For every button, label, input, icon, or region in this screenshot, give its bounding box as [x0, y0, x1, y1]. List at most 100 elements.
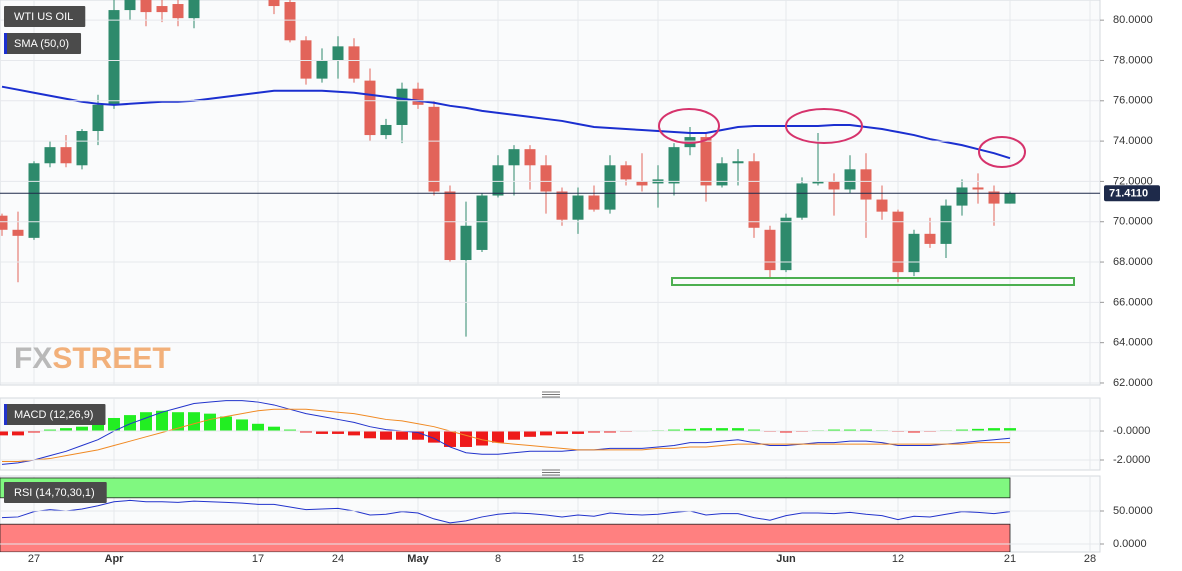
annotations [658, 108, 1075, 286]
histogram-bar [364, 431, 376, 439]
panel-handle[interactable] [542, 469, 560, 476]
legend-box-bg [4, 6, 86, 27]
histogram-bar [300, 431, 312, 433]
annotation-circle [785, 108, 863, 144]
y-tick-label: 72.0000 [1113, 175, 1153, 187]
candle-body [28, 163, 40, 238]
candle-body [636, 181, 648, 186]
histogram-bar [540, 431, 552, 436]
watermark: FXSTREET [14, 342, 171, 375]
histogram-bar [1004, 428, 1016, 432]
candle-body [988, 191, 1000, 204]
histogram-bar [220, 416, 232, 432]
candle-body [780, 217, 792, 271]
candle-body [828, 181, 840, 190]
histogram-bar [44, 429, 56, 432]
candle-body [268, 0, 280, 7]
annotation-circle [978, 136, 1026, 168]
series-line [2, 408, 1010, 462]
candle-body [972, 187, 984, 190]
legend-box-bg [4, 482, 107, 503]
y-tick-label: 78.0000 [1113, 54, 1153, 66]
y-tick-label: 70.0000 [1113, 216, 1153, 228]
histogram-bar [12, 431, 24, 436]
candle-body [12, 229, 24, 236]
histogram-bar [60, 428, 72, 432]
histogram-bar [844, 429, 856, 432]
histogram-bar [284, 429, 296, 432]
x-tick-label: Apr [105, 553, 125, 565]
candle-body [668, 147, 680, 184]
histogram-bar [860, 429, 872, 432]
y-tick-label: 76.0000 [1113, 95, 1153, 107]
candle-body [300, 40, 312, 79]
candle-body [380, 124, 392, 136]
candle-body [924, 233, 936, 244]
histogram-bar [332, 431, 344, 434]
candle-body [284, 2, 296, 41]
histogram-bar [108, 417, 120, 432]
candle-body [604, 165, 616, 210]
histogram-bar [988, 428, 1000, 432]
legend-label: RSI (14,70,30,1) [14, 487, 95, 499]
candle-body [716, 163, 728, 186]
legend-label: SMA (50,0) [14, 38, 69, 50]
candle-body [508, 149, 520, 166]
histogram-bar [76, 426, 88, 432]
candle-body [748, 161, 760, 228]
histogram-bar [124, 415, 136, 432]
histogram-bar [188, 412, 200, 432]
candle-body [0, 215, 8, 230]
candle-body [844, 169, 856, 190]
candle-body [364, 80, 376, 136]
x-tick-label: 8 [495, 553, 501, 565]
candle-body [908, 233, 920, 273]
x-tick-label: 17 [252, 553, 264, 565]
candle-body [732, 161, 744, 164]
x-tick-label: 22 [652, 553, 664, 565]
support-zone [671, 277, 1075, 286]
panel-handle[interactable] [542, 391, 560, 398]
y-tick-label: 64.0000 [1113, 337, 1153, 349]
candle-body [188, 0, 200, 19]
annotation-circle [658, 108, 720, 144]
histogram-bar [492, 431, 504, 443]
watermark-part: STREET [52, 342, 170, 375]
candle-body [44, 147, 56, 164]
y-tick-label: 74.0000 [1113, 135, 1153, 147]
histogram-bar [140, 412, 152, 432]
histogram-bar [684, 428, 696, 432]
x-tick-label: 21 [1004, 553, 1016, 565]
histogram-bar [268, 426, 280, 432]
candle-body [428, 106, 440, 192]
histogram-bar [972, 428, 984, 432]
x-tick-label: 15 [572, 553, 584, 565]
candle-body [140, 0, 152, 13]
histogram-bar [396, 431, 408, 440]
y-tick-label: 66.0000 [1113, 296, 1153, 308]
y-tick-label: 50.0000 [1113, 505, 1153, 517]
candle-body [60, 147, 72, 164]
rsi-band [0, 523, 1011, 552]
histogram-bar [92, 423, 104, 432]
candle-body [412, 88, 424, 105]
candle-body [156, 6, 168, 13]
histogram-bar [236, 419, 248, 432]
y-tick-label: -2.0000 [1113, 454, 1150, 466]
candle-body [540, 165, 552, 192]
x-tick-label: May [407, 553, 429, 565]
series-line [1, 499, 1011, 524]
x-tick-label: 12 [892, 553, 904, 565]
histogram-bar [780, 431, 792, 433]
candle-body [524, 149, 536, 166]
panel-plot [0, 477, 1011, 552]
candle-body [476, 195, 488, 250]
y-tick-label: 80.0000 [1113, 14, 1153, 26]
candle-body [940, 205, 952, 244]
x-tick-label: 24 [332, 553, 344, 565]
y-tick-label: 68.0000 [1113, 256, 1153, 268]
candle-body [620, 165, 632, 180]
main-panel [0, 0, 1101, 386]
